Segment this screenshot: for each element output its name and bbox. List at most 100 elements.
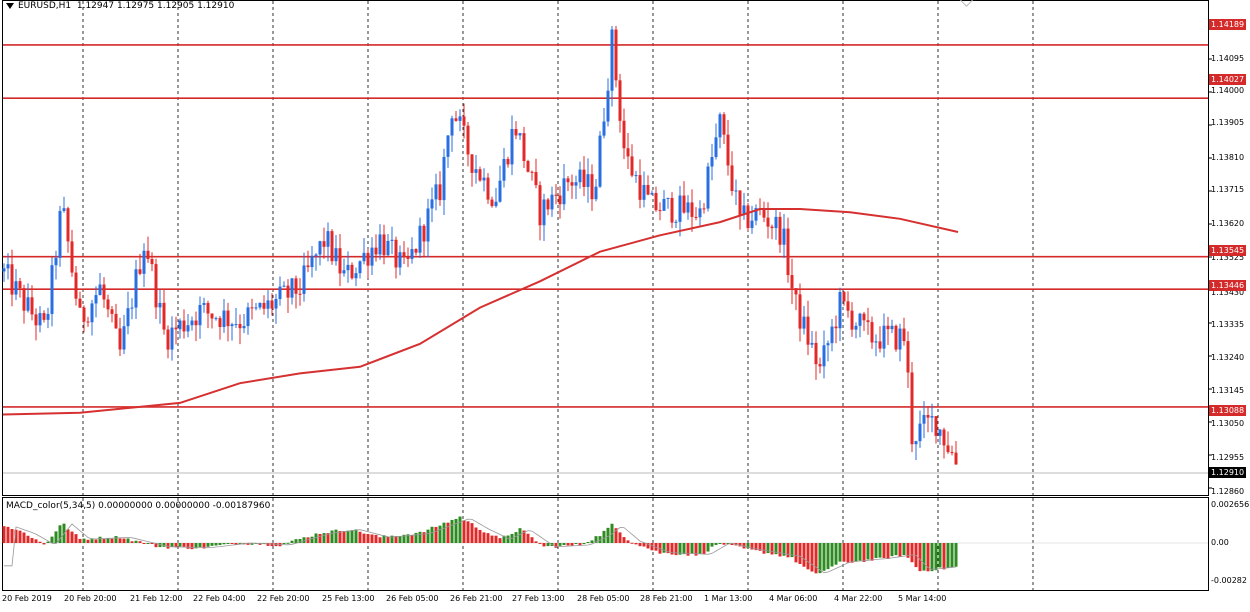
macd-bar-up [818, 543, 822, 574]
macd-bar-down [86, 539, 90, 543]
bullish-candle [714, 137, 718, 158]
macd-bar-down [554, 543, 558, 548]
macd-bar-down [770, 543, 774, 555]
macd-bar-down [34, 539, 38, 543]
bearish-candle [902, 328, 906, 342]
macd-bar-up [858, 543, 862, 561]
macd-bar-down [526, 533, 530, 543]
macd-bar-down [738, 543, 742, 547]
macd-bar-down [722, 543, 726, 545]
bullish-candle [822, 345, 826, 367]
macd-bar-up [226, 543, 230, 544]
symbol-label: EURUSD,H1 [18, 1, 72, 11]
bullish-candle [362, 252, 366, 262]
bearish-candle [18, 281, 22, 289]
bearish-candle [558, 195, 562, 205]
bearish-candle [690, 202, 694, 217]
bearish-candle [682, 195, 686, 213]
bullish-candle [314, 254, 318, 256]
bearish-candle [766, 217, 770, 227]
bullish-candle [518, 133, 522, 136]
macd-bar-up [170, 543, 174, 548]
macd-bar-up [214, 543, 218, 546]
bullish-candle [310, 255, 314, 268]
macd-bar-down [410, 535, 414, 543]
macd-bar-down [622, 537, 626, 543]
bearish-candle [438, 184, 442, 201]
bullish-candle [594, 186, 598, 200]
macd-bar-down [138, 541, 142, 543]
bullish-candle [50, 265, 54, 314]
time-axis-label: 4 Mar 22:00 [834, 594, 883, 603]
bullish-candle [202, 302, 206, 305]
bearish-candle [406, 256, 410, 259]
bearish-candle [654, 192, 658, 211]
price-axis-label: 1.14095 [1211, 54, 1245, 63]
bearish-candle [630, 156, 634, 176]
bullish-candle [586, 174, 590, 187]
macd-bar-up [162, 543, 166, 547]
bullish-candle [830, 326, 834, 344]
time-axis-label: 4 Mar 06:00 [769, 594, 818, 603]
dropdown-triangle-icon[interactable] [6, 2, 14, 9]
bearish-candle [746, 205, 750, 229]
bullish-candle [802, 316, 806, 329]
bullish-candle [242, 326, 246, 329]
bearish-candle [530, 171, 534, 173]
bullish-candle [650, 192, 654, 195]
macd-bar-down [754, 543, 758, 551]
bearish-candle [786, 228, 790, 276]
bearish-candle [770, 226, 774, 229]
bullish-candle [710, 157, 714, 167]
bearish-candle [626, 148, 630, 157]
macd-bar-down [778, 543, 782, 557]
macd-bar-down [490, 535, 494, 543]
bullish-candle [390, 239, 394, 241]
time-axis-label: 1 Mar 13:00 [704, 594, 753, 603]
bullish-candle [46, 313, 50, 320]
macd-bar-up [950, 543, 954, 568]
bullish-candle [214, 318, 218, 320]
bullish-candle [234, 324, 238, 326]
macd-bar-up [50, 536, 54, 543]
macd-bar-up [838, 543, 842, 562]
bullish-candle [354, 273, 358, 279]
macd-bar-up [250, 543, 254, 545]
bullish-candle [718, 114, 722, 138]
bearish-candle [146, 250, 150, 259]
bearish-candle [538, 185, 542, 226]
macd-bar-up [158, 543, 162, 548]
macd-bar-up [746, 543, 750, 549]
bullish-candle [610, 29, 614, 91]
macd-bar-up [594, 536, 598, 543]
macd-bar-down [30, 537, 34, 543]
bearish-candle [414, 249, 418, 253]
macd-bar-down [570, 543, 574, 546]
current-price-tag: 1.12910 [1209, 467, 1246, 478]
bearish-candle [478, 169, 482, 181]
macd-bar-down [186, 543, 190, 549]
macd-bar-up [206, 543, 210, 547]
macd-bar-up [146, 543, 150, 544]
bearish-candle [250, 307, 254, 309]
macd-bar-up [826, 543, 830, 570]
bearish-candle [270, 300, 274, 309]
macd-bar-down [246, 543, 250, 545]
price-axis-label: 1.13145 [1211, 386, 1245, 395]
bearish-candle [322, 241, 326, 247]
macd-bar-down [906, 543, 910, 558]
level-price-tag: 1.13545 [1209, 245, 1246, 256]
macd-bar-down [578, 543, 582, 546]
macd-bar-down [814, 543, 818, 574]
macd-bar-up [114, 536, 118, 543]
price-axis-label: 1.13715 [1211, 185, 1245, 194]
bullish-candle [38, 313, 42, 326]
macd-bar-up [830, 543, 834, 567]
macd-bar-down [850, 543, 854, 563]
bullish-candle [62, 208, 66, 211]
macd-bar-down [202, 543, 206, 549]
bullish-candle [142, 250, 146, 274]
bullish-candle [254, 307, 258, 309]
